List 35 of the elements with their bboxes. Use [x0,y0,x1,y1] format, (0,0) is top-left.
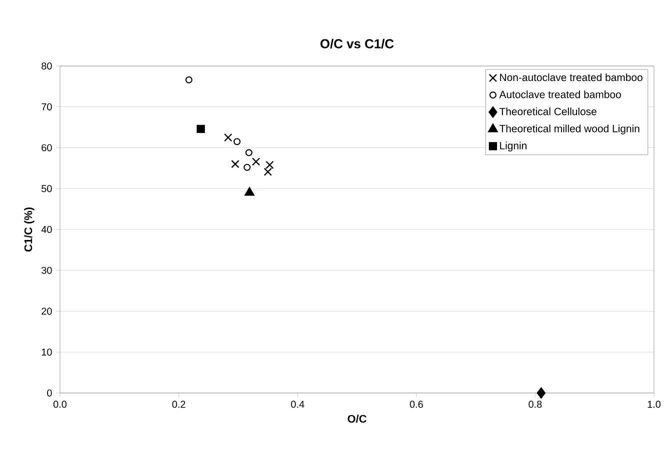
legend-label: Autoclave treated bamboo [499,90,621,98]
chart-title: O/C vs C1/C [320,38,394,48]
y-tick-label: 60 [42,144,52,152]
x-tick-label: 0.2 [172,400,186,408]
x-tick-label: 0.0 [53,400,67,408]
point [231,160,240,168]
point [264,168,272,176]
point [244,164,251,171]
x-axis-title: O/C [348,414,366,423]
legend-label: Non-autoclave treated bamboo [500,73,642,82]
legend-label: Theoretical milled wood Lignin [499,124,640,134]
y-tick-label: 30 [42,266,52,274]
y-tick-label: 10 [42,348,52,356]
point [266,160,274,170]
y-tick-label: 80 [42,62,52,70]
point [233,138,241,146]
y-tick-label: 40 [41,226,52,234]
x-tick-label: 0.6 [410,400,423,408]
legend-label: Lignin [500,142,526,152]
y-tick-label: 50 [42,185,52,192]
point [196,124,205,134]
point [224,133,232,142]
point [536,387,546,399]
point [245,149,252,156]
point [185,76,192,84]
x-tick-label: 1.0 [648,400,661,408]
legend-label: Theoretical Cellulose [499,108,596,116]
y-tick-label: 20 [42,308,52,315]
y-axis-title: C1/C (%) [24,208,34,252]
point [252,158,260,166]
x-tick-label: 0.8 [528,400,542,408]
y-tick-label: 0 [47,389,52,397]
x-tick-label: 0.4 [291,400,304,408]
y-tick-label: 70 [42,103,52,110]
point [244,187,254,196]
